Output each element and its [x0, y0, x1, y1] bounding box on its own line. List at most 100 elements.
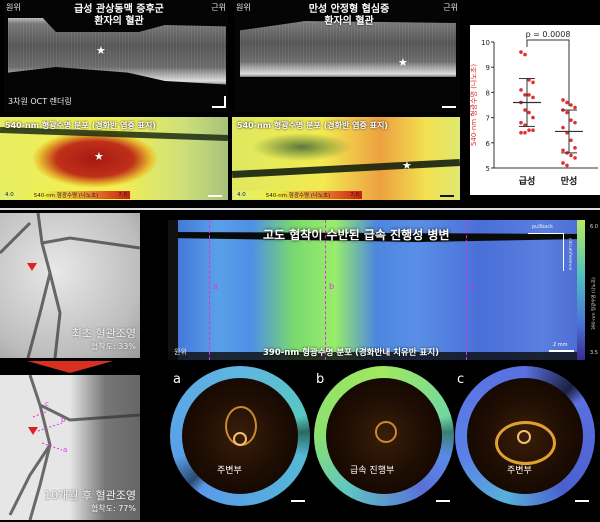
section-label: 급속 진행부	[350, 466, 395, 476]
section-mark: c	[45, 400, 49, 408]
colorbar-max: 6.0	[590, 224, 598, 230]
colorbar-min: 4.0	[5, 192, 14, 198]
data-point	[523, 52, 527, 57]
data-point	[561, 148, 565, 153]
data-point	[527, 110, 531, 115]
title-line: 환자의 혈관	[94, 16, 144, 27]
scale-bar	[208, 195, 222, 197]
stenosis-value: 협착도: 77%	[90, 504, 136, 513]
data-point	[523, 93, 527, 97]
data-point	[561, 98, 565, 102]
distal-label: 원위	[174, 348, 187, 356]
y-tick-label: 6	[486, 140, 491, 148]
colorbar: 4.0 540-nm 형광수명 (나노초) 7.0	[2, 191, 130, 199]
scale-bar	[442, 106, 456, 108]
y-axis-label: 540-nm 형광수명 (나노초)	[470, 64, 478, 146]
data-point	[569, 103, 573, 107]
section-letter: b	[316, 372, 325, 387]
panel-title: 만성 안정형 협심증 환자의 혈관	[274, 4, 424, 28]
x-tick-label: 만성	[561, 175, 578, 187]
angio-title: 10개월 후 혈관조영	[44, 489, 136, 502]
colorbar-label: 540-nm 형광수명 (나노초)	[33, 193, 99, 199]
colorbar-label: 540-nm 형광수명 (나노초)	[265, 193, 331, 199]
data-point	[519, 130, 523, 135]
angio-title: 최초 혈관조영	[71, 327, 136, 340]
section-marker: a	[213, 282, 218, 291]
scale-bar	[549, 350, 574, 352]
proximal-label: 근위	[211, 3, 226, 12]
section-line-c	[466, 220, 467, 360]
distal-label: 원위	[236, 3, 251, 12]
angiogram-followup: c b a 10개월 후 혈관조영 협착도: 77%	[0, 375, 140, 520]
vessel-tree	[8, 375, 140, 520]
y-tick-label: 9	[486, 64, 490, 72]
scale-label: 2 mm	[553, 342, 568, 348]
data-point	[573, 105, 577, 110]
data-point	[523, 108, 527, 112]
stenosis-value: 협착도: 33%	[90, 342, 136, 351]
render-label: 3차원 OCT 렌더링	[8, 97, 72, 106]
y-tick-label: 7	[486, 115, 490, 123]
significance-bracket	[526, 39, 570, 107]
cross-section-b: b 급속 진행부	[310, 366, 460, 516]
section-mark: b	[61, 416, 66, 424]
scale-bar	[440, 195, 454, 197]
angio-caption: 최초 혈관조영 협착도: 33%	[72, 325, 136, 352]
data-point	[565, 100, 569, 105]
heatmap-title: 540-nm 형광수명 분포 (경화반 염증 표지)	[237, 121, 388, 130]
scale-bar	[291, 500, 305, 502]
p-value-annotation: p = 0.0008	[526, 30, 571, 39]
data-point	[565, 110, 569, 115]
data-point	[565, 163, 569, 168]
star-marker: ★	[96, 44, 106, 57]
lesion-arrowhead-icon	[27, 263, 37, 271]
circumference-label: circumference	[567, 238, 572, 271]
data-point	[519, 88, 523, 92]
colorbar-max: 7.0	[118, 192, 127, 198]
data-point	[573, 156, 577, 160]
section-marker: b	[329, 282, 335, 291]
title-line: 환자의 혈관	[324, 16, 374, 27]
section-label: 주변부	[507, 466, 532, 476]
data-point	[561, 161, 565, 165]
y-tick-label: 8	[486, 89, 490, 97]
scale-bar	[436, 500, 450, 502]
y-tick-label: 10	[481, 39, 490, 47]
y-tick-label: 5	[486, 165, 490, 173]
acute-heatmap: 540-nm 형광수명 분포 (경화반 염증 표지) ★ 4.0 540-nm …	[0, 117, 228, 200]
colorbar	[577, 220, 585, 360]
distal-label: 원위	[6, 3, 21, 12]
star-marker: ★	[94, 150, 104, 163]
data-point	[527, 93, 531, 97]
data-point	[569, 138, 573, 143]
data-point	[573, 120, 577, 125]
heatmap-title: 540-nm 형광수명 분포 (경화반 염증 표지)	[5, 121, 156, 130]
stable-heatmap: 540-nm 형광수명 분포 (경화반 염증 표지) ★ 4.0 540-nm …	[232, 117, 460, 200]
star-marker: ★	[398, 56, 408, 69]
data-point	[561, 125, 565, 130]
data-point	[569, 118, 573, 122]
enface-subtitle: 390-nm 형광수명 분포 (경화반내 치유반 표지)	[263, 348, 440, 358]
progression-arrow-icon	[27, 361, 113, 373]
data-point	[531, 95, 535, 100]
enface-lifetime-map: a b c 고도 협착이 수반된 급속 진행성 병변 390-nm 형광수명 분…	[168, 220, 585, 360]
pullback-label: pullback	[532, 224, 554, 230]
enface-title: 고도 협착이 수반된 급속 진행성 병변	[263, 228, 450, 242]
title-line: 만성 안정형 협심증	[308, 4, 390, 15]
data-point	[519, 50, 523, 54]
panel-title: 급성 관상동맥 증후군 환자의 혈관	[44, 4, 194, 28]
colorbar: 4.0 540-nm 형광수명 (나노초) 7.0	[234, 191, 362, 199]
data-point	[519, 120, 523, 125]
circumference-arrow-icon	[563, 233, 564, 271]
colorbar-max: 7.0	[350, 192, 359, 198]
x-tick-label: 급성	[519, 175, 536, 187]
colorbar-label: 390-nm 형광수명 (나노초)	[592, 277, 597, 330]
acute-oct-render: 원위 근위 급성 관상동맥 증후군 환자의 혈관 ★ 3차원 OCT 렌더링	[4, 0, 228, 112]
vessel-tree	[0, 213, 140, 358]
data-point	[569, 153, 573, 158]
data-point	[531, 80, 535, 85]
scale-bar	[575, 500, 589, 502]
pullback-arrow-icon	[528, 233, 563, 234]
cross-section-c: c 주변부	[455, 366, 600, 516]
